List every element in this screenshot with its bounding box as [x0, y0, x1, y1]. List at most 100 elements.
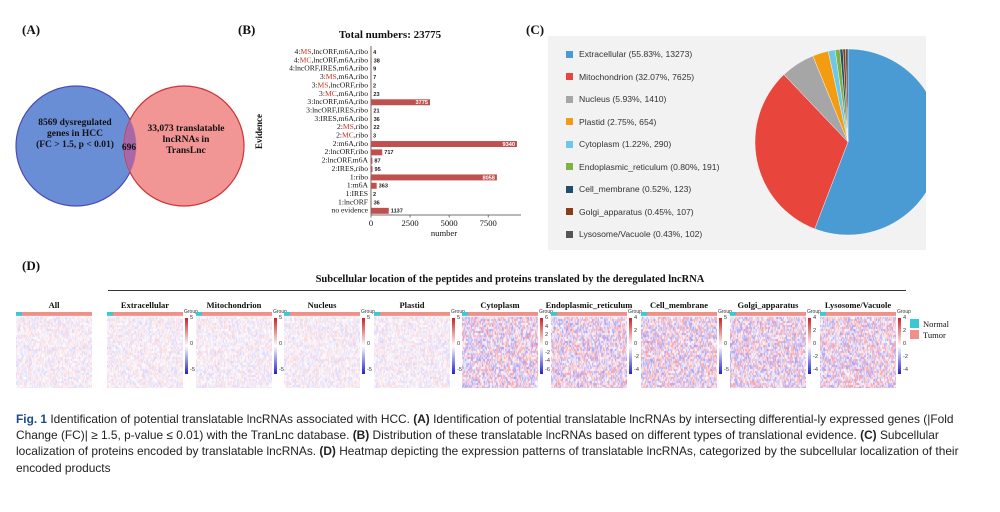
- heatmap-section-title: Subcellular location of the peptides and…: [315, 274, 705, 285]
- caption-b-text: Distribution of these translatable lncRN…: [372, 428, 857, 443]
- pie-legend-swatch: [566, 95, 573, 103]
- heatmap-scale-label: 0: [724, 341, 728, 347]
- heatmap-scale-label: -6: [545, 367, 550, 373]
- bar: [371, 182, 377, 189]
- pie-legend-label: Mitochondrion (32.07%, 7625): [579, 71, 695, 82]
- heatmap-group-label: Group: [451, 309, 465, 315]
- pie-legend-swatch: [566, 118, 573, 126]
- heatmap-color-scale: [274, 318, 277, 374]
- heatmap-title: Endoplasmic_reticulum: [545, 300, 633, 310]
- pie-slice: [845, 48, 849, 143]
- bar: [371, 57, 372, 64]
- venn-left-line-2: genes in HCC: [47, 129, 103, 139]
- heatmap: [462, 312, 538, 388]
- heatmap-title: Mitochondrion: [206, 300, 262, 310]
- pie-legend: Extracellular (55.83%, 13273) Mitochondri…: [566, 43, 719, 246]
- pie-legend-swatch: [566, 185, 573, 193]
- venn-overlap: [124, 119, 136, 173]
- bar-category-label: 1:IRES: [346, 189, 368, 198]
- caption-d-tag: (D): [319, 444, 336, 459]
- bar-category-label: 3:IRES,m6A,ribo: [314, 114, 368, 123]
- pie-legend-swatch: [566, 208, 573, 216]
- heatmap-title: Cell_membrane: [649, 300, 709, 310]
- bar-category-label: 4:lncORF,IRES,m6A,ribo: [289, 64, 368, 73]
- heatmap-group-label: Group: [897, 309, 911, 315]
- pie-legend-swatch: [566, 140, 573, 148]
- pie-legend-label: Cell_membrane (0.52%, 123): [579, 184, 692, 195]
- heatmap-scale-label: 4: [545, 323, 549, 330]
- bar-value-label: 3775: [416, 100, 428, 106]
- heatmap: [196, 312, 272, 388]
- pie-legend-label: Cytoplasm (1.22%, 290): [579, 139, 672, 150]
- bar-category-label: 2:lncORF,ribo: [325, 147, 369, 156]
- panel-c-label: (C): [526, 22, 545, 37]
- heatmap-color-scale: [629, 318, 632, 374]
- bar-category-label: no evidence: [332, 206, 369, 215]
- heatmap-scale-label: 4: [634, 315, 638, 321]
- legend-tumor-swatch: [910, 330, 919, 339]
- bar-y-axis-label: Evidence: [254, 114, 264, 149]
- pie-legend-label: Golgi_apparatus (0.45%, 107): [579, 206, 694, 217]
- heatmap-title: Cytoplasm: [480, 300, 520, 310]
- legend-normal-label: Normal: [923, 318, 949, 329]
- heatmap-scale-label: -4: [813, 367, 818, 373]
- heatmap-scale-label: -4: [545, 358, 550, 365]
- pie-slice: [814, 48, 926, 236]
- heatmap-group-label: Group: [273, 309, 287, 315]
- bar-category-label: 3:lncORF,IRES,ribo: [306, 105, 368, 114]
- bar-value-label: 2: [373, 192, 376, 198]
- bar-category-label: 2:lncORF,m6A: [322, 156, 369, 165]
- heatmap-scale-label: -5: [367, 367, 372, 373]
- venn-right-label: 33,073 translatable lncRNAs in TransLnc: [136, 124, 236, 157]
- bar-value-label: 1137: [391, 209, 403, 215]
- bar-category-label: 1:ribo: [350, 172, 368, 181]
- bar-category-label: 1:lncORF: [338, 197, 368, 206]
- panel-a-label: (A): [22, 22, 41, 37]
- bar-value-label: 8058: [482, 175, 494, 181]
- heatmap-scale-label: 5: [279, 315, 283, 321]
- panel-b-label: (B): [238, 22, 256, 37]
- legend-tumor-label: Tumor: [923, 329, 946, 340]
- bar-value-label: 9: [373, 67, 376, 73]
- heatmap-title: Extracellular: [120, 300, 170, 310]
- heatmap-scale-label: 0: [279, 341, 283, 347]
- heatmap-scale-label: -4: [903, 367, 908, 373]
- legend-normal-swatch: [910, 319, 919, 328]
- bar-category-label: 3:MS,lncORF,ribo: [312, 80, 369, 89]
- bar-value-label: 36: [374, 200, 380, 206]
- heatmap-scale-label: 2: [545, 332, 549, 339]
- heatmap-scale-label: 0: [367, 341, 371, 347]
- bar-category-label: 3:MS,m6A,ribo: [320, 72, 368, 81]
- bar: [371, 141, 517, 147]
- heatmap: [107, 312, 183, 388]
- heatmap-title: Nucleus: [307, 300, 337, 310]
- caption-lead: Identification of potential translatable…: [50, 412, 410, 426]
- heatmap-group-label: Group: [628, 309, 642, 315]
- venn-right-line-1: 33,073 translatable: [147, 124, 225, 134]
- bar-value-label: 7: [373, 75, 376, 81]
- heatmap: [284, 312, 360, 388]
- venn-left-line-3: (FC > 1.5, p < 0.01): [36, 140, 114, 150]
- heatmap-scale-label: -5: [279, 367, 284, 373]
- bar: [371, 116, 372, 122]
- pie-legend-label: Extracellular (55.83%, 13273): [579, 49, 693, 60]
- heatmap-scale-label: 0: [813, 341, 817, 347]
- evidence-bar-chart: 4:MS,lncORF,m6A,ribo 4 4:MC,lncORF,m6A,rib…: [254, 46, 521, 238]
- legend-normal: Normal: [910, 318, 949, 329]
- legend-tumor: Tumor: [910, 329, 949, 340]
- heatmap-scale-label: -5: [457, 367, 462, 373]
- heatmap-group-label: Group: [718, 309, 732, 315]
- bar: [371, 199, 372, 206]
- pie-legend-item: Lysosome/Vacuole (0.43%, 102): [566, 223, 719, 246]
- panel-d-label: (D): [22, 258, 41, 273]
- heatmap-group-label: Group: [184, 309, 198, 315]
- pie-legend-swatch: [566, 50, 573, 58]
- heatmap-scale-label: -2: [545, 349, 550, 356]
- heatmap-title: Plastid: [399, 300, 425, 310]
- pie-legend-swatch: [566, 230, 573, 238]
- heatmap-scale-label: 4: [903, 315, 907, 321]
- heatmap: [641, 312, 717, 388]
- venn-left-line-1: 8569 dysregulated: [38, 118, 112, 128]
- bar-value-label: 3: [373, 134, 376, 140]
- heatmap-scale-label: -2: [903, 354, 908, 360]
